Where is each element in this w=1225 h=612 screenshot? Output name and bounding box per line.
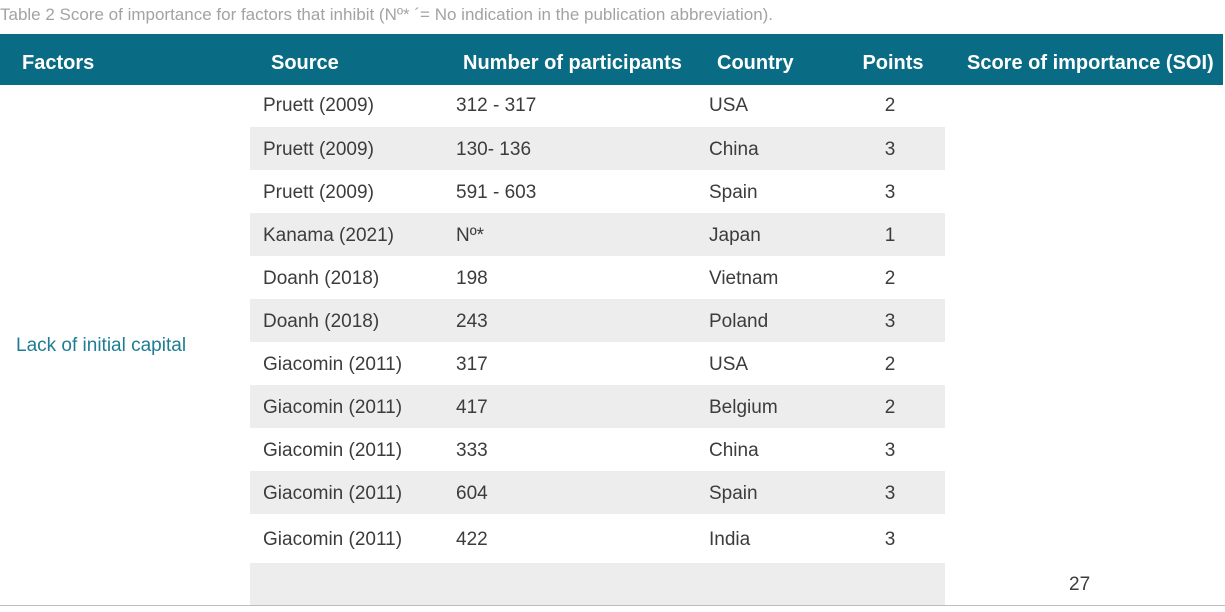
cell-source: Pruett (2009) (263, 182, 374, 203)
cell-source: Giacomin (2011) (263, 397, 403, 418)
cell-source: Giacomin (2011) (263, 529, 403, 550)
cell-participants: Nº* (456, 225, 485, 246)
cell-country: China (709, 440, 759, 461)
cell-country: Vietnam (709, 268, 779, 289)
cell-country: Belgium (709, 397, 778, 418)
table-row-stripe (250, 471, 945, 514)
cell-points: 3 (884, 311, 896, 332)
cell-country: Spain (709, 483, 758, 504)
cell-points: 3 (884, 483, 896, 504)
cell-points: 2 (884, 397, 896, 418)
cell-points: 2 (884, 268, 896, 289)
cell-points: 2 (884, 354, 896, 375)
cell-source: Doanh (2018) (263, 268, 380, 289)
cell-country: USA (709, 95, 749, 116)
cell-points: 3 (884, 139, 896, 160)
cell-country: Poland (709, 311, 769, 332)
column-header-soi: Score of importance (SOI) (967, 52, 1214, 74)
cell-points: 3 (884, 440, 896, 461)
cell-country: Spain (709, 182, 758, 203)
cell-source: Pruett (2009) (263, 139, 374, 160)
column-header-points: Points (862, 52, 924, 74)
cell-country: China (709, 139, 759, 160)
table-row-stripe (250, 299, 945, 342)
table-row-stripe (250, 127, 945, 170)
cell-participants: 422 (456, 529, 488, 550)
column-header-factors: Factors (22, 52, 95, 74)
cell-points: 3 (884, 529, 896, 550)
cell-source: Giacomin (2011) (263, 483, 403, 504)
table-row-stripe (250, 385, 945, 428)
cell-participants: 591 - 603 (456, 182, 537, 203)
column-header-source: Source (271, 52, 339, 74)
cell-participants: 317 (456, 354, 488, 375)
cell-participants: 198 (456, 268, 488, 289)
cell-participants: 417 (456, 397, 488, 418)
table-row-stripe (250, 563, 945, 605)
cell-source: Kanama (2021) (263, 225, 394, 246)
factor-cell: Lack of initial capital (16, 335, 187, 356)
cell-participants: 130- 136 (456, 139, 532, 160)
cell-points: 3 (884, 182, 896, 203)
cell-points: 2 (884, 95, 896, 116)
cell-source: Doanh (2018) (263, 311, 380, 332)
table-header: Factors Source Number of participants Co… (0, 34, 1223, 85)
cell-points: 1 (884, 225, 896, 246)
soi-cell: 27 (1069, 574, 1091, 595)
column-header-country: Country (717, 52, 794, 74)
table-bottom-border (0, 605, 1225, 606)
table-caption: Table 2 Score of importance for factors … (0, 5, 774, 24)
column-header-participants: Number of participants (463, 52, 682, 74)
cell-country: Japan (709, 225, 761, 246)
cell-participants: 604 (456, 483, 488, 504)
cell-country: India (709, 529, 751, 550)
table-row-stripe (250, 213, 945, 256)
cell-country: USA (709, 354, 749, 375)
cell-participants: 333 (456, 440, 488, 461)
cell-source: Giacomin (2011) (263, 440, 403, 461)
cell-source: Giacomin (2011) (263, 354, 403, 375)
cell-participants: 312 - 317 (456, 95, 537, 116)
cell-participants: 243 (456, 311, 488, 332)
cell-source: Pruett (2009) (263, 95, 374, 116)
